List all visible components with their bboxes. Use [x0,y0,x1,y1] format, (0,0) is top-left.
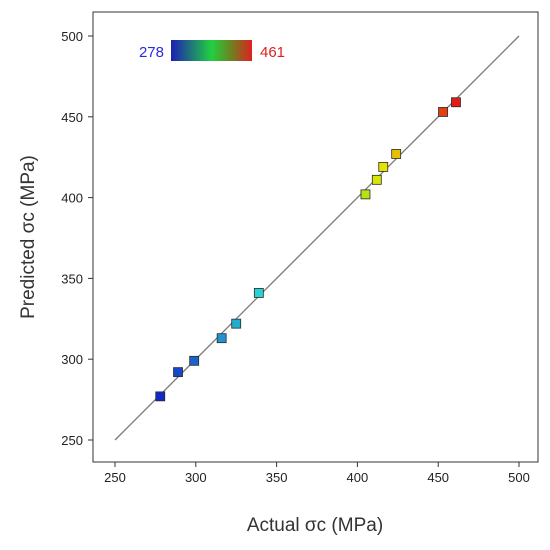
axis-ticks: 250 300 350 400 450 500 250 300 350 400 450 500 [61,29,530,485]
legend-max-label: 461 [260,44,285,61]
data-point [378,161,389,172]
y-tick-label: 300 [61,352,83,367]
data-point [173,367,183,378]
y-tick-label: 350 [61,271,83,286]
y-axis-title: Predicted σc (MPa) [18,155,39,319]
data-point [391,149,402,159]
reference-line [114,35,520,441]
data-point [155,391,166,402]
data-point [360,189,371,200]
data-point [231,318,242,329]
x-tick-label: 450 [427,470,449,485]
x-tick-label: 350 [266,470,288,485]
data-points [155,97,461,402]
color-scale-bar [171,40,252,61]
plot-frame [92,11,539,463]
color-legend: 278 461 [139,40,285,61]
x-axis-title: Actual σc (MPa) [247,515,383,536]
y-tick-label: 450 [61,110,83,125]
legend-min-label: 278 [139,44,164,61]
data-point [189,355,200,366]
data-point [371,174,382,185]
x-tick-label: 500 [508,470,530,485]
y-tick-label: 500 [61,29,83,44]
data-point [451,97,461,108]
y-tick-label: 250 [61,433,83,448]
y-tick-label: 400 [61,191,83,206]
x-tick-label: 400 [347,470,369,485]
data-point [216,333,227,344]
x-tick-label: 300 [185,470,207,485]
data-point [438,107,448,117]
x-tick-label: 250 [104,470,126,485]
data-point [253,288,264,298]
